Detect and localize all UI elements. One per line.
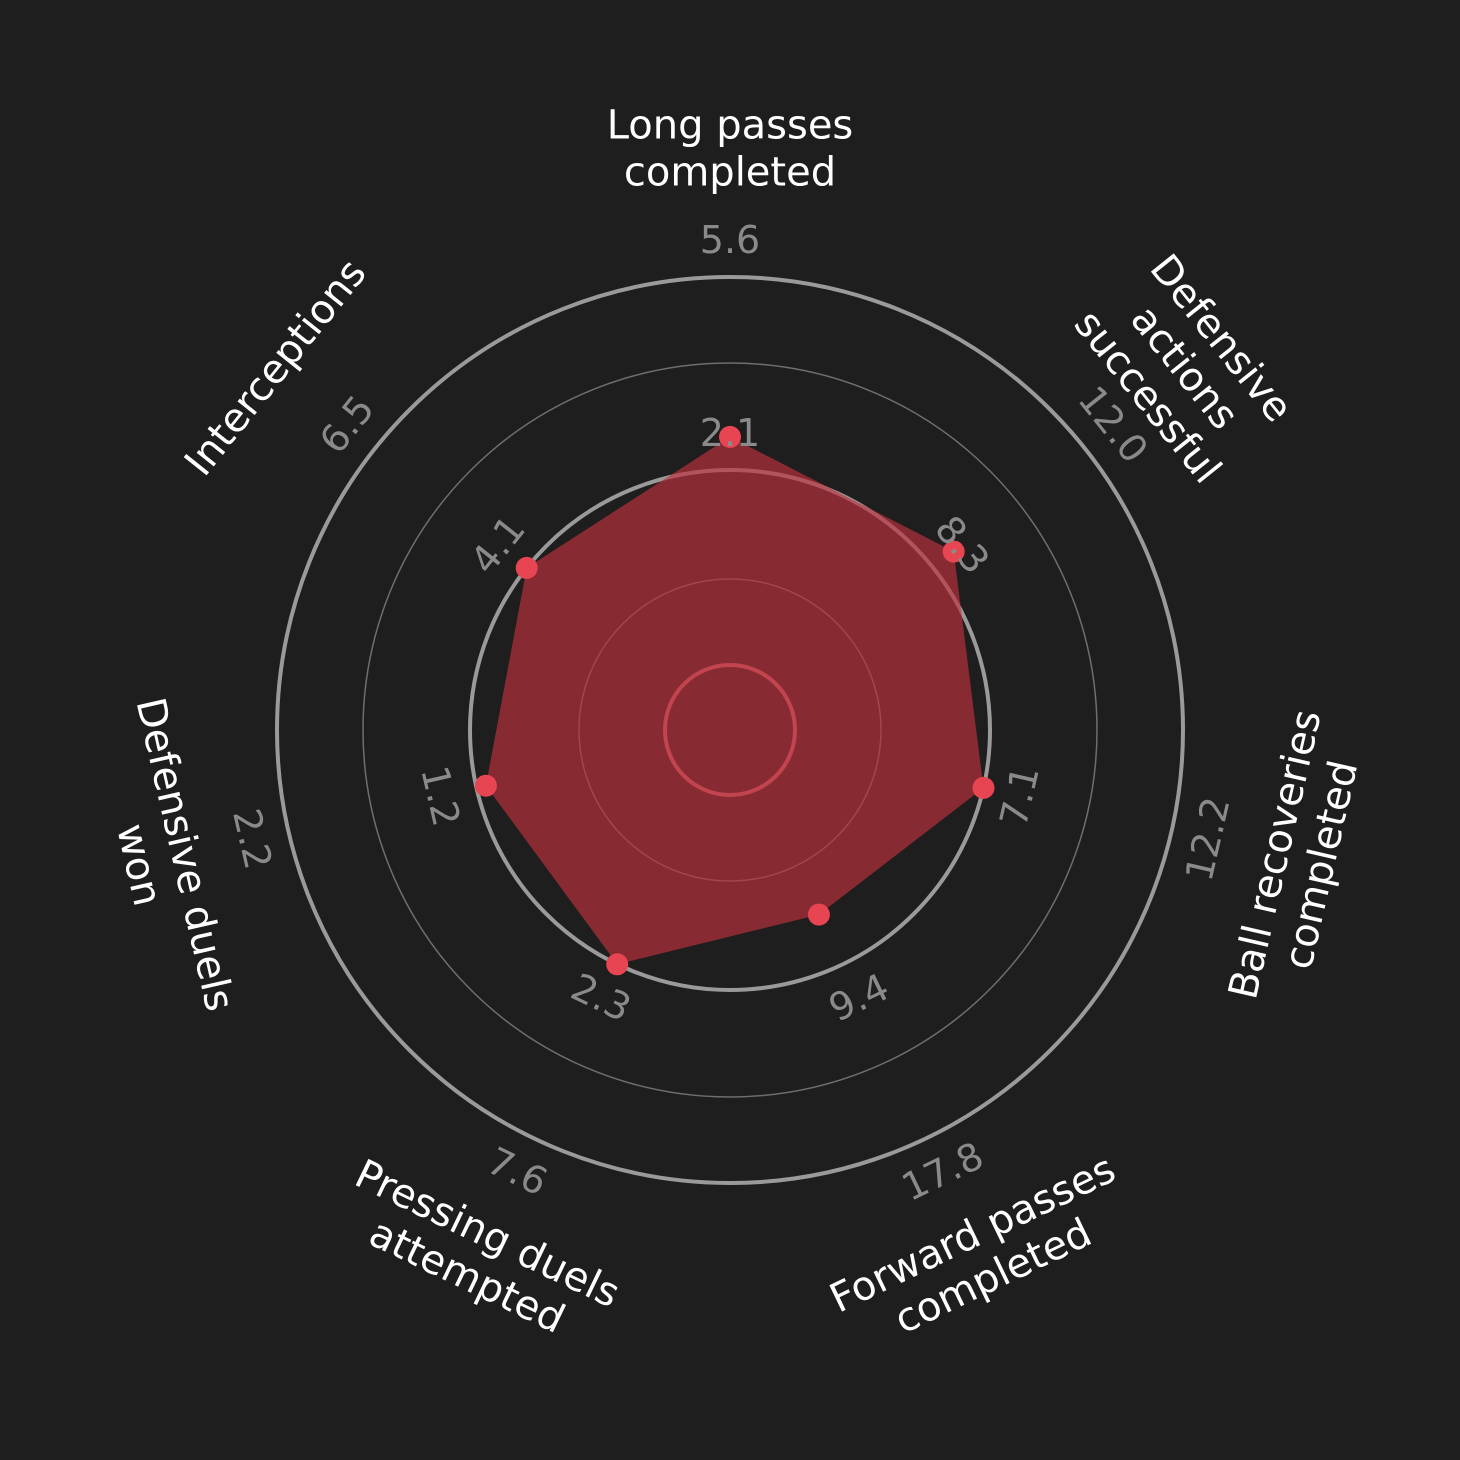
data-point — [807, 903, 830, 926]
range-label-max: 7.6 — [481, 1139, 555, 1205]
range-label-min: 7.1 — [991, 762, 1047, 831]
data-area — [485, 436, 984, 965]
ring-max — [275, 275, 1185, 1185]
radar-rings — [275, 275, 1185, 1185]
param-label: Long passes completed — [607, 103, 854, 196]
data-point — [515, 556, 538, 579]
data-point — [606, 953, 629, 976]
range-label-max: 12.2 — [1177, 793, 1239, 885]
param-label: Defensiveactionssuccessful — [1065, 243, 1304, 492]
param-label: Pressing duelsattempted — [328, 1151, 627, 1359]
data-point — [972, 776, 995, 799]
data-point — [474, 774, 497, 797]
data-point — [719, 425, 741, 448]
data-point — [942, 540, 965, 563]
ring-mid — [362, 362, 1098, 1098]
range-label-max: 2.2 — [224, 805, 280, 874]
range-label-min: 9.4 — [822, 965, 896, 1031]
param-label: Ball recoveriescompleted — [1220, 706, 1376, 1014]
range-label-min: 1.2 — [412, 762, 468, 831]
param-label-line: Long passes — [607, 103, 854, 149]
range-label-min: 2.3 — [564, 965, 638, 1031]
param-label-line: completed — [624, 150, 836, 196]
param-label: Defensive duelswon — [81, 694, 243, 1026]
radar-series — [474, 425, 995, 976]
range-label-max: 5.6 — [700, 218, 760, 262]
range-label-min: 2.1 — [700, 411, 760, 455]
param-label: Forward passescompleted — [823, 1146, 1143, 1365]
